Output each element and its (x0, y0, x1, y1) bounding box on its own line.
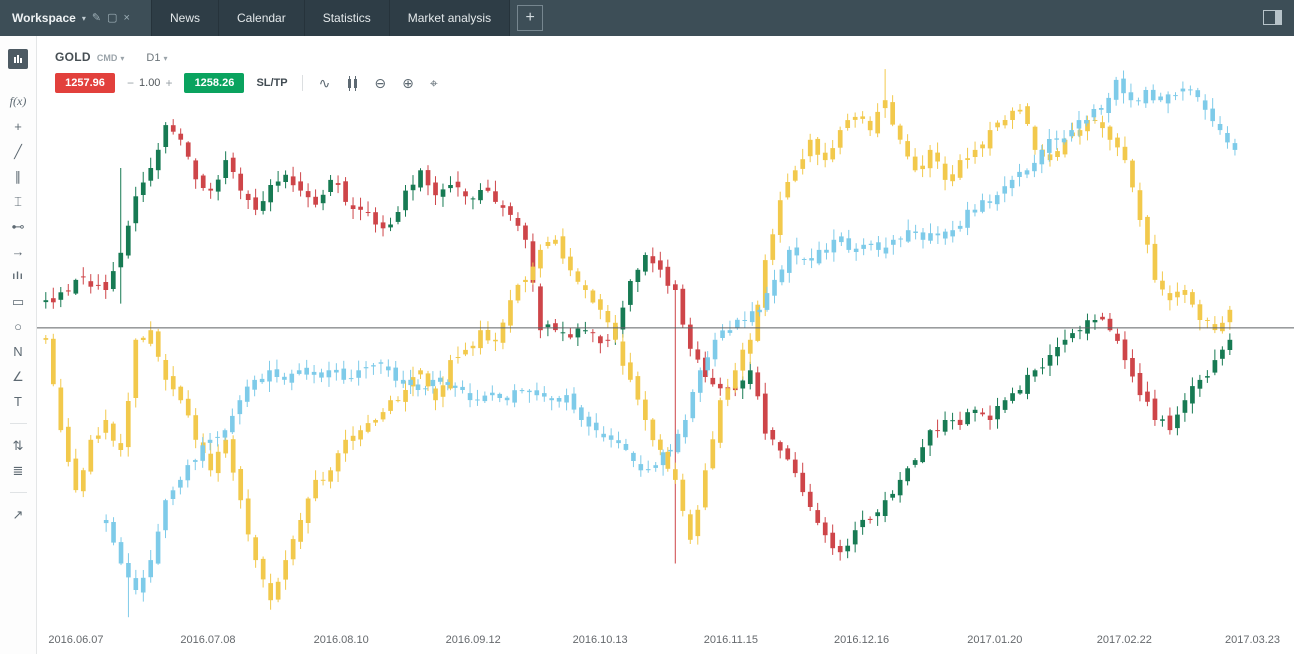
rectangle-button[interactable]: ▭ (0, 289, 36, 314)
new-window-icon[interactable]: ▢ (107, 11, 118, 24)
ellipse-button[interactable]: ○ (0, 314, 36, 339)
chevron-down-icon: ▾ (81, 13, 86, 23)
trendline-button[interactable]: ╱ (0, 139, 36, 164)
layers-icon: ≣ (12, 462, 24, 478)
x-axis-label: 2017.01.20 (967, 634, 1023, 646)
x-axis-label: 2016.08.10 (313, 634, 369, 646)
tab-statistics[interactable]: Statistics (303, 0, 390, 36)
buy-price-button[interactable]: 1258.26 (184, 73, 245, 93)
volume-stepper: − 1.00 + (122, 76, 177, 90)
chevron-down-icon[interactable]: ▾ (120, 54, 125, 63)
zoom-out-icon[interactable]: ⊖ (374, 75, 387, 91)
text-tool-icon: T (14, 394, 22, 409)
layers-button[interactable]: ≣ (0, 458, 36, 483)
volume-histogram-icon: ılı (12, 271, 24, 282)
top-bar: Workspace ▾ ✎ ▢ × News Calendar Statisti… (0, 0, 1294, 36)
x-axis-label: 2016.10.13 (572, 634, 628, 646)
x-axis-label: 2017.02.22 (1096, 634, 1152, 646)
line-chart-mode-icon[interactable]: ∿ (318, 75, 331, 91)
toolbar-divider (9, 423, 27, 424)
chevron-down-icon[interactable]: ▾ (163, 54, 168, 63)
horizontal-line-button[interactable]: ⊷ (0, 214, 36, 239)
instrument-header: GOLD CMD ▾ D1 ▾ (55, 50, 167, 64)
angle-icon: ∠ (12, 368, 24, 384)
share-icon: ↗ (12, 506, 24, 522)
toolbar-divider (301, 75, 303, 91)
zoom-in-icon[interactable]: ⊕ (402, 75, 414, 91)
toolbar-divider (9, 492, 27, 493)
x-axis-label: 2017.03.23 (1224, 634, 1281, 646)
drawing-toolbar: f(x) + ╱ ∥ ⌶ ⊷ → ılı ▭ ○ N ∠ T ⇅ ≣ ↗ (0, 36, 37, 654)
pan-mode-icon[interactable]: ⌖ (429, 75, 438, 91)
x-axis-label: 2016.12.16 (834, 634, 890, 646)
chart-layout-icon (8, 49, 28, 69)
close-workspace-icon[interactable]: × (123, 11, 130, 24)
ellipse-icon: ○ (14, 319, 22, 334)
compare-button[interactable]: ⇅ (0, 433, 36, 458)
horizontal-line-icon: ⊷ (11, 218, 25, 234)
indicators-button[interactable]: f(x) (0, 89, 36, 114)
arrow-icon: → (11, 244, 25, 259)
crosshair-icon: + (14, 119, 22, 134)
panel-toggle-icon[interactable] (1263, 10, 1282, 30)
arrow-button[interactable]: → (0, 239, 36, 264)
channel-button[interactable]: ∥ (0, 164, 36, 189)
volume-histogram-button[interactable]: ılı (0, 264, 36, 289)
crosshair-button[interactable]: + (0, 114, 36, 139)
fibonacci-button[interactable]: N (0, 339, 36, 364)
tab-news[interactable]: News (151, 0, 220, 36)
workspace-menu[interactable]: Workspace ▾ ✎ ▢ × (0, 0, 152, 36)
trendline-icon: ╱ (14, 143, 22, 159)
fibonacci-icon: N (13, 344, 23, 359)
channel-icon: ∥ (14, 168, 22, 184)
add-tab-button[interactable]: + (517, 5, 544, 31)
sltp-button[interactable]: SL/TP (256, 77, 288, 89)
tab-strip: News Calendar Statistics Market analysis (151, 0, 511, 36)
compare-icon: ⇅ (12, 437, 24, 453)
instrument-symbol: GOLD (55, 50, 91, 64)
x-axis: 2016.06.07 2016.07.08 2016.08.10 2016.09.12… (37, 634, 1294, 648)
rename-workspace-icon[interactable]: ✎ (91, 11, 102, 24)
volume-value[interactable]: 1.00 (139, 77, 161, 89)
candlestick-mode-icon[interactable] (346, 75, 358, 91)
x-axis-label: 2016.09.12 (445, 634, 501, 646)
share-button[interactable]: ↗ (0, 502, 36, 527)
trade-panel: 1257.96 − 1.00 + 1258.26 SL/TP ∿ ⊖ ⊕ ⌖ (55, 73, 446, 93)
x-axis-label: 2016.06.07 (48, 634, 104, 646)
chart-layout-button[interactable] (0, 43, 36, 75)
text-tool-button[interactable]: T (0, 389, 36, 414)
volume-decrease-button[interactable]: − (127, 76, 135, 90)
workspace-label: Workspace (12, 11, 76, 25)
candlestick-chart[interactable] (37, 36, 1294, 654)
x-axis-label: 2016.11.15 (703, 634, 758, 646)
sell-price-button[interactable]: 1257.96 (55, 73, 115, 93)
tab-market-analysis[interactable]: Market analysis (388, 0, 511, 36)
vertical-line-icon: ⌶ (14, 193, 22, 209)
tab-calendar[interactable]: Calendar (218, 0, 305, 36)
volume-increase-button[interactable]: + (165, 76, 173, 90)
timeframe-selector[interactable]: D1 (146, 52, 161, 64)
rectangle-icon: ▭ (11, 293, 25, 309)
angle-button[interactable]: ∠ (0, 364, 36, 389)
function-icon: f(x) (9, 94, 27, 108)
chart-panel: GOLD CMD ▾ D1 ▾ 1257.96 − 1.00 + 1258.26… (37, 36, 1294, 654)
x-axis-label: 2016.07.08 (180, 634, 236, 646)
vertical-line-button[interactable]: ⌶ (0, 189, 36, 214)
instrument-provider: CMD (96, 53, 118, 63)
